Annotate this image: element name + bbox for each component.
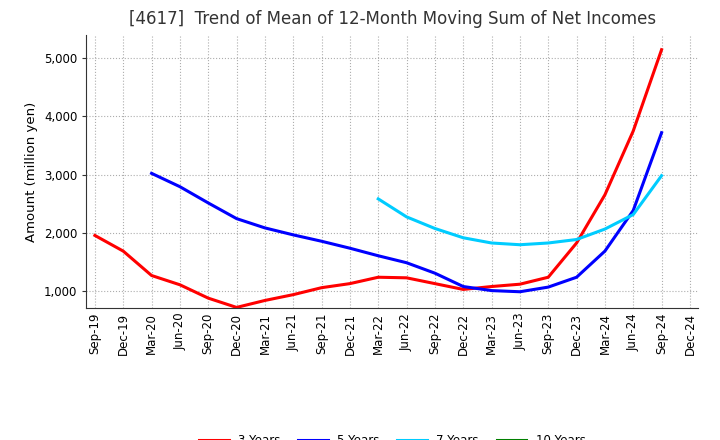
5 Years [544,285,552,290]
5 Years [346,246,354,251]
3 Years [544,275,552,280]
Legend: 3 Years, 5 Years, 7 Years, 10 Years: 3 Years, 5 Years, 7 Years, 10 Years [194,430,590,440]
5 Years [431,271,439,276]
3 Years [572,240,581,246]
Y-axis label: Amount (million yen): Amount (million yen) [25,102,38,242]
3 Years [318,285,326,290]
3 Years [233,305,241,310]
7 Years [629,212,637,217]
3 Years [402,275,411,280]
3 Years [600,192,609,198]
7 Years [431,226,439,231]
3 Years [91,233,99,238]
5 Years [572,275,581,280]
3 Years [629,128,637,134]
5 Years [148,171,156,176]
5 Years [459,284,467,289]
7 Years [374,196,382,202]
7 Years [657,173,666,178]
7 Years [544,240,552,246]
7 Years [487,240,496,246]
5 Years [600,249,609,254]
3 Years [119,249,127,254]
3 Years [289,292,297,297]
5 Years [629,208,637,213]
3 Years [487,284,496,289]
Line: 7 Years: 7 Years [378,176,662,245]
5 Years [402,260,411,265]
5 Years [487,288,496,293]
5 Years [374,253,382,258]
7 Years [459,235,467,240]
7 Years [600,227,609,232]
3 Years [374,275,382,280]
5 Years [289,232,297,238]
5 Years [233,216,241,221]
7 Years [572,237,581,242]
7 Years [516,242,524,247]
3 Years [657,47,666,52]
5 Years [176,184,184,189]
Title: [4617]  Trend of Mean of 12-Month Moving Sum of Net Incomes: [4617] Trend of Mean of 12-Month Moving … [129,10,656,28]
3 Years [148,273,156,278]
Line: 5 Years: 5 Years [152,133,662,292]
3 Years [459,287,467,292]
3 Years [261,298,269,303]
3 Years [431,281,439,286]
3 Years [346,281,354,286]
3 Years [176,282,184,287]
3 Years [204,296,212,301]
7 Years [402,214,411,220]
5 Years [657,130,666,136]
5 Years [261,225,269,231]
5 Years [516,289,524,294]
3 Years [516,282,524,287]
5 Years [204,200,212,205]
Line: 3 Years: 3 Years [95,50,662,308]
5 Years [318,238,326,244]
